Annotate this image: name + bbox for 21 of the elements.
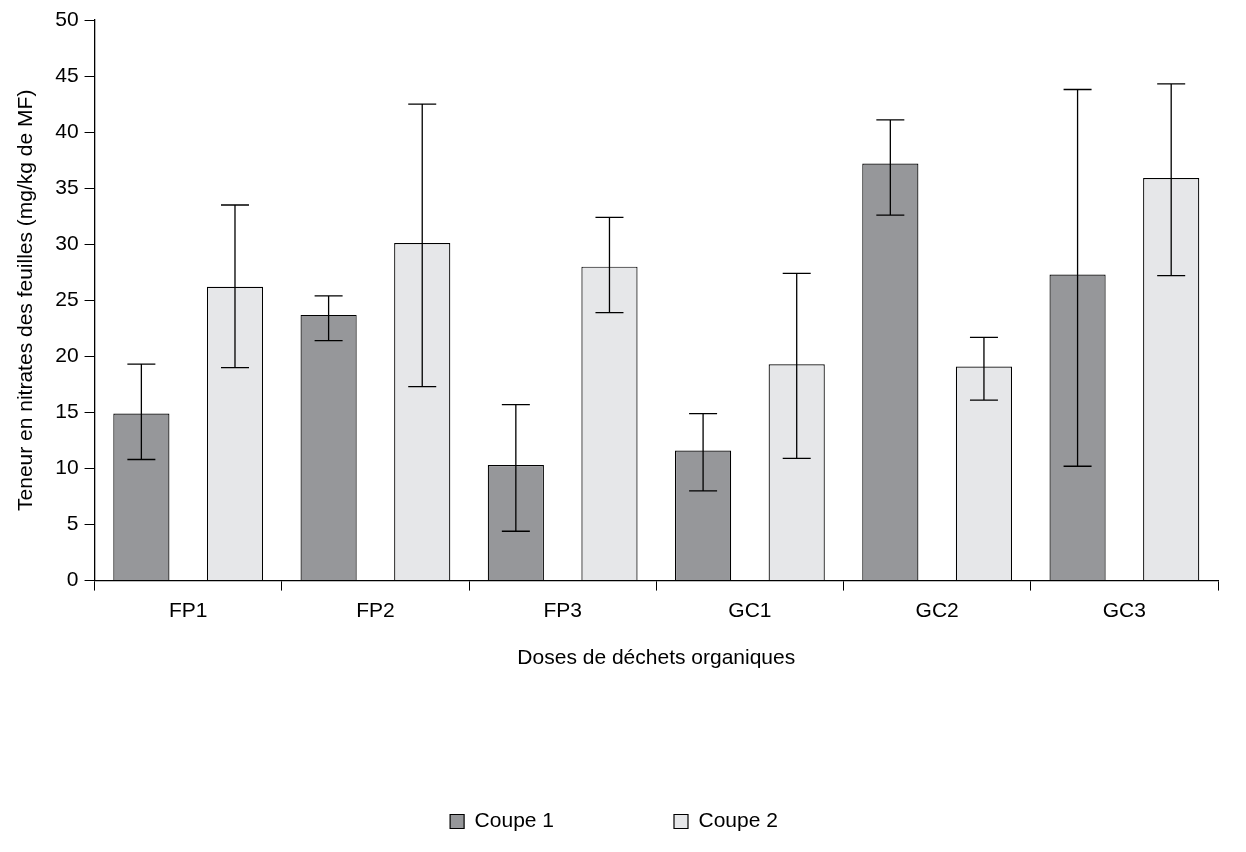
y-axis-title: Teneur en nitrates des feuilles (mg/kg de MF) bbox=[13, 89, 37, 511]
x-axis-title: Doses de déchets organiques bbox=[517, 645, 796, 669]
y-tick-label: 20 bbox=[55, 343, 79, 367]
y-tick-label: 40 bbox=[55, 118, 79, 142]
y-tick-label: 0 bbox=[66, 567, 79, 591]
y-tick-label: 5 bbox=[66, 511, 79, 535]
y-tick-label: 35 bbox=[55, 174, 79, 198]
legend-label: Coupe 2 bbox=[698, 808, 778, 832]
y-tick-label: 15 bbox=[55, 399, 79, 423]
legend-label: Coupe 1 bbox=[474, 808, 555, 832]
y-tick-label: 25 bbox=[55, 287, 79, 311]
y-tick-label: 45 bbox=[55, 62, 79, 86]
x-tick-label: FP1 bbox=[168, 598, 208, 621]
x-tick-label: GC3 bbox=[1102, 598, 1146, 621]
x-tick-label: GC2 bbox=[915, 598, 959, 621]
y-tick-label: 30 bbox=[55, 231, 79, 255]
x-tick-label: FP2 bbox=[356, 598, 395, 621]
x-tick-label: FP3 bbox=[543, 598, 582, 621]
y-tick-label: 50 bbox=[55, 6, 79, 30]
x-tick-label: GC1 bbox=[728, 598, 772, 621]
y-tick-label: 10 bbox=[55, 455, 79, 479]
